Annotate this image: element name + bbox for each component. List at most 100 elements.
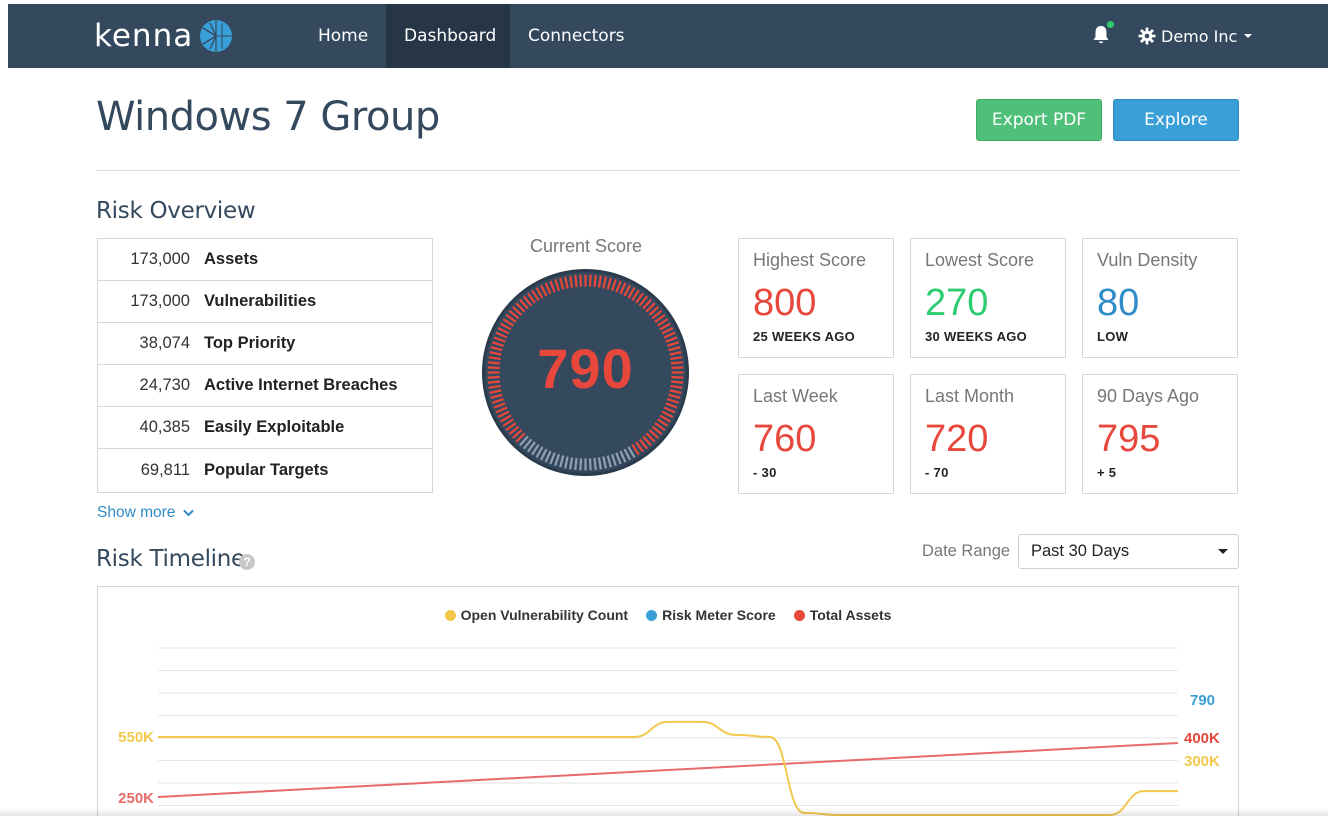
show-more-label: Show more [97, 504, 176, 521]
legend-dot [646, 609, 658, 621]
gauge-tick [602, 456, 607, 469]
legend-item[interactable]: Open Vulnerability Count [444, 607, 629, 623]
gauge-tick [489, 351, 502, 356]
gauge-tick [669, 389, 682, 394]
gauge-tick [495, 331, 508, 339]
gauge-tick [627, 446, 636, 458]
card-subtext: LOW [1097, 329, 1129, 344]
gauge-tick [564, 276, 569, 289]
stat-row[interactable]: 173,000 Assets [98, 239, 432, 281]
help-icon[interactable]: ? [239, 554, 255, 570]
legend-item[interactable]: Total Assets [793, 607, 891, 623]
stat-row[interactable]: 40,385 Easily Exploitable [98, 407, 432, 449]
export-pdf-button[interactable]: Export PDF [976, 99, 1102, 141]
nav-connectors[interactable]: Connectors [528, 26, 625, 46]
gauge-tick [645, 302, 656, 313]
gauge-tick [666, 398, 680, 404]
gauge-tick [597, 457, 602, 470]
gauge-tick [635, 292, 644, 304]
show-more-link[interactable]: Show more [97, 504, 194, 522]
account-menu[interactable]: Demo Inc [1138, 4, 1253, 68]
gauge-tick [657, 318, 669, 327]
gauge-tick [500, 414, 512, 423]
chevron-down-icon [183, 509, 194, 517]
gauge-tick [497, 327, 510, 335]
card-value: 80 [1097, 282, 1140, 324]
stat-label: Assets [204, 250, 259, 268]
gauge-tick [487, 366, 500, 370]
card-value: 760 [753, 418, 817, 460]
kenna-logo[interactable]: kenna [94, 18, 233, 54]
gauge-tick [651, 425, 663, 436]
gauge-tick [544, 282, 552, 295]
gauge-tick [490, 393, 503, 399]
gauge-tick [659, 322, 671, 331]
chart-legend: Open Vulnerability Count Risk Meter Scor… [98, 607, 1238, 623]
gauge-tick [487, 375, 500, 379]
gauge-tick [569, 275, 574, 288]
gauge-tick [527, 292, 536, 304]
gauge-tick [535, 287, 544, 299]
stat-row[interactable]: 173,000 Vulnerabilities [98, 281, 432, 323]
gauge-tick [627, 287, 636, 299]
score-card-last-week: Last Week 760 - 30 [738, 374, 894, 494]
gauge-tick [638, 438, 649, 450]
stat-row[interactable]: 69,811 Popular Targets [98, 449, 432, 492]
stat-row[interactable]: 38,074 Top Priority [98, 323, 432, 365]
card-title: Last Month [925, 386, 1015, 406]
stat-label: Popular Targets [204, 461, 329, 479]
gauge-tick [515, 432, 526, 443]
gauge-tick [671, 366, 684, 370]
gauge-tick [659, 414, 671, 423]
nav-dashboard[interactable]: Dashboard [386, 4, 510, 68]
card-subtext: 30 WEEKS AGO [925, 329, 1028, 344]
gauge-tick [488, 356, 501, 361]
gauge-tick [511, 306, 523, 316]
gauge-tick [574, 274, 578, 288]
stat-row[interactable]: 24,730 Active Internet Breaches [98, 365, 432, 407]
gauge-tick [519, 435, 529, 447]
nav-home[interactable]: Home [318, 26, 369, 46]
gauge-tick [527, 441, 536, 453]
gauge-tick [502, 418, 514, 427]
gauge-tick [511, 429, 523, 439]
risk-meter-gauge [482, 269, 689, 476]
notification-bell-icon[interactable] [1092, 24, 1110, 46]
legend-item[interactable]: Risk Meter Score [646, 607, 776, 623]
gauge-tick [611, 278, 617, 292]
current-score-label: Current Score [529, 236, 643, 256]
page-title: Windows 7 Group [96, 94, 440, 140]
gauge-tick [519, 298, 529, 310]
gauge-tick [535, 446, 544, 458]
gauge-tick [497, 410, 510, 418]
legend-dot [793, 609, 805, 621]
gauge-tick [670, 356, 683, 361]
card-value: 800 [753, 282, 817, 324]
current-score-value: 790 [537, 337, 634, 400]
gauge-tick [500, 322, 512, 331]
gauge-tick [642, 298, 652, 310]
legend-label: Open Vulnerability Count [460, 607, 629, 623]
gauge-tick [540, 448, 548, 461]
gauge-tick [488, 384, 501, 389]
gauge-tick [631, 444, 640, 456]
gauge-tick [493, 336, 506, 343]
date-range-value: Past 30 Days [1031, 542, 1130, 560]
gauge-tick [515, 302, 526, 313]
gauge-tick [602, 276, 607, 289]
legend-dot [444, 609, 456, 621]
gauge-tick [615, 280, 622, 293]
explore-button[interactable]: Explore [1113, 99, 1239, 141]
gauge-tick [642, 435, 652, 447]
date-range-select[interactable]: Past 30 Days [1018, 534, 1239, 569]
gauge-tick [531, 289, 540, 301]
card-title: Highest Score [753, 250, 867, 270]
gauge-tick [564, 456, 569, 469]
gauge-tick [489, 389, 502, 394]
gauge-tick [505, 314, 517, 323]
score-card-highest: Highest Score 800 25 WEEKS AGO [738, 238, 894, 358]
gauge-tick [606, 455, 612, 468]
gauge-tick [522, 438, 533, 450]
gauge-tick [651, 309, 663, 320]
card-subtext: - 70 [925, 465, 949, 480]
